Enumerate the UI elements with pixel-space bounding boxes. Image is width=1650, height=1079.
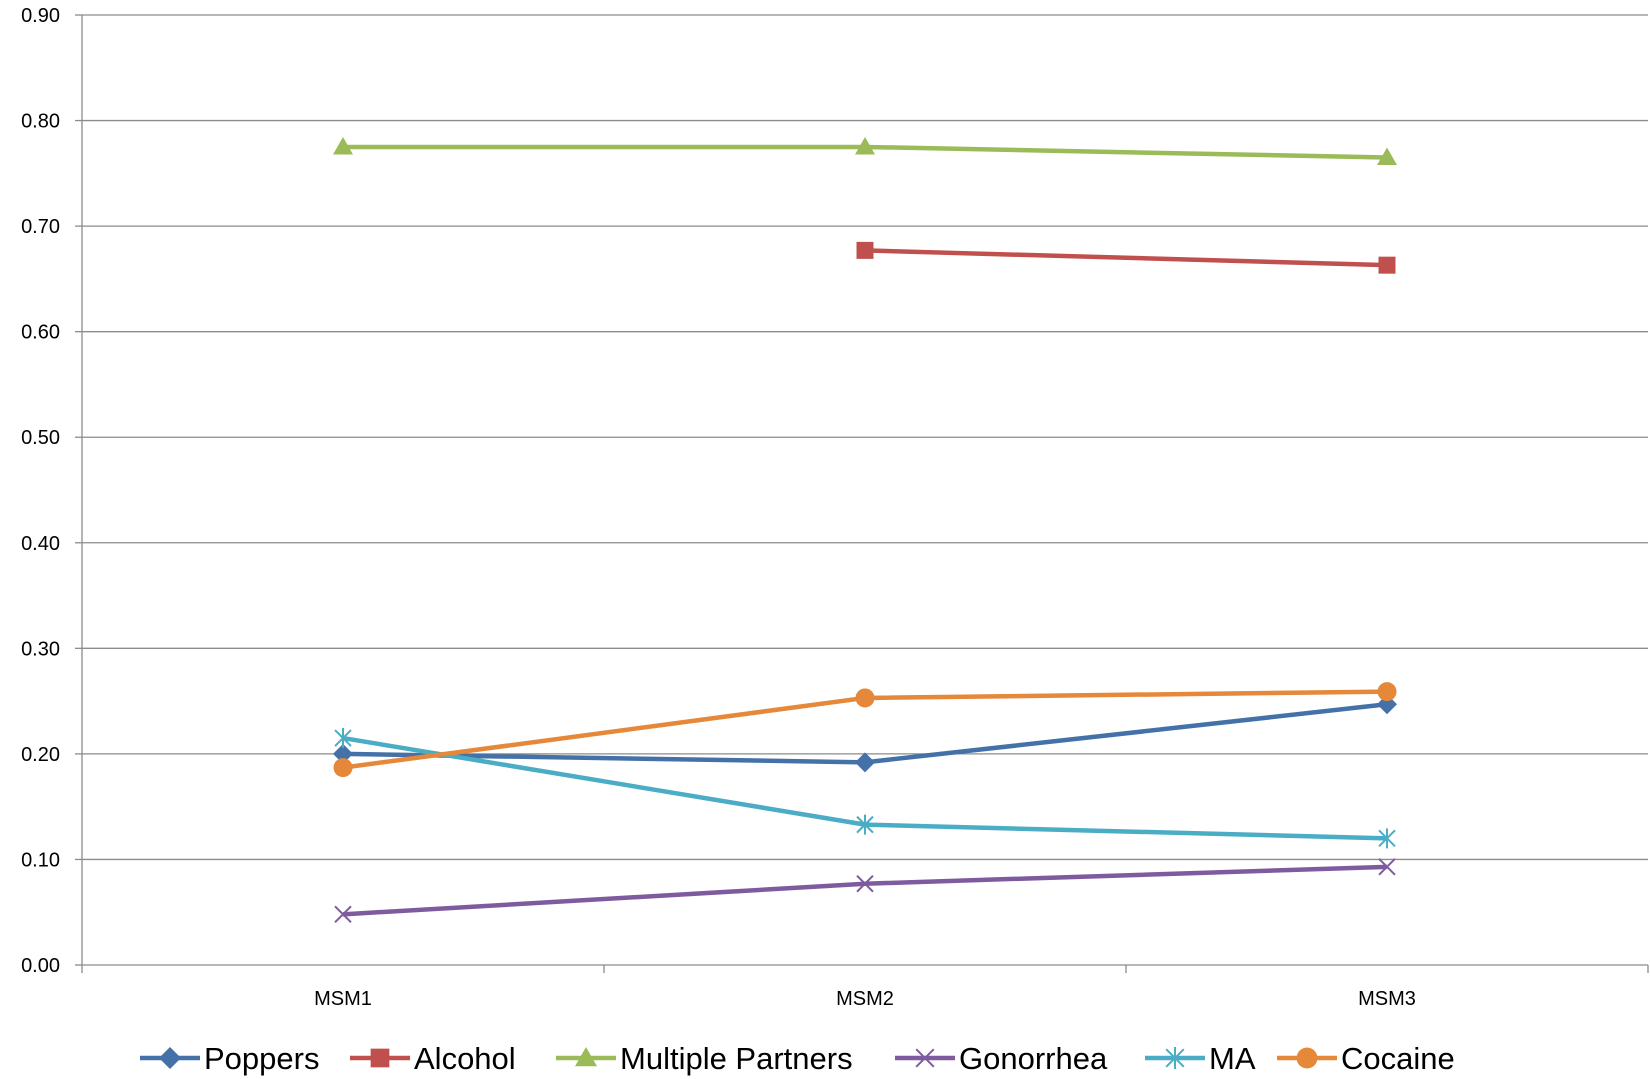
- legend-item: Multiple Partners: [556, 1041, 853, 1076]
- y-tick-label: 0.20: [21, 744, 60, 766]
- legend-item: MA: [1145, 1041, 1256, 1076]
- data-point-marker: [333, 758, 353, 778]
- legend-item: Cocaine: [1277, 1041, 1455, 1076]
- data-point-marker: [1378, 828, 1396, 849]
- legend-marker: [1296, 1047, 1318, 1069]
- y-tick-label: 0.10: [21, 849, 60, 871]
- data-point-marker: [333, 743, 353, 764]
- series-cocaine: [333, 682, 1397, 778]
- x-tick-label: MSM1: [314, 988, 372, 1010]
- legend-label: MA: [1209, 1041, 1256, 1076]
- legend-marker: [915, 1048, 935, 1068]
- legend-item: Alcohol: [350, 1041, 516, 1076]
- legend-label: Poppers: [204, 1041, 319, 1076]
- data-point-marker: [856, 814, 874, 835]
- y-tick-label: 0.50: [21, 427, 60, 449]
- data-point-marker: [1378, 858, 1396, 876]
- data-point-marker: [855, 136, 875, 155]
- x-tick-label: MSM2: [836, 988, 894, 1010]
- y-tick-label: 0.80: [21, 111, 60, 133]
- y-tick-label: 0.00: [21, 955, 60, 977]
- legend-marker: [575, 1047, 597, 1067]
- series-gonorrhea: [334, 858, 1396, 924]
- data-point-marker: [855, 688, 875, 708]
- data-point-marker: [856, 241, 874, 259]
- legend-marker: [159, 1047, 181, 1069]
- x-tick-label: MSM3: [1358, 988, 1416, 1010]
- data-point-marker: [856, 875, 874, 893]
- y-tick-label: 0.60: [21, 322, 60, 344]
- data-point-marker: [1377, 682, 1397, 702]
- axes: 0.00 0.10 0.20 0.30 0.40 0.50 0.60 0.70 0.80 0.90…: [21, 5, 1649, 1010]
- data-point-marker: [1377, 147, 1397, 165]
- legend-label: Cocaine: [1341, 1041, 1455, 1076]
- data-point-marker: [334, 905, 352, 924]
- data-point-marker: [1378, 256, 1396, 274]
- legend-marker: [370, 1048, 390, 1068]
- legend-label: Multiple Partners: [620, 1041, 853, 1076]
- y-tick-label: 0.40: [21, 533, 60, 555]
- legend-label: Gonorrhea: [959, 1041, 1108, 1076]
- legend-item: Poppers: [140, 1041, 319, 1076]
- series-line: [342, 864, 1388, 917]
- y-tick-label: 0.30: [21, 638, 60, 660]
- data-point-marker: [855, 752, 875, 773]
- data-point-marker: [334, 728, 352, 749]
- series-poppers: [333, 694, 1397, 773]
- series-multiple-partners: [333, 136, 1397, 165]
- series-lines: [333, 136, 1397, 924]
- legend-item: Gonorrhea: [895, 1041, 1108, 1076]
- series-line: [864, 248, 1388, 268]
- legend-label: Alcohol: [414, 1041, 516, 1076]
- legend-marker: [1165, 1047, 1185, 1069]
- series-ma: [334, 728, 1396, 849]
- series-alcohol: [856, 241, 1396, 274]
- data-point-marker: [333, 136, 353, 155]
- legend: Poppers Alcohol Multiple Partners Gonorrhea…: [140, 1041, 1455, 1076]
- y-tick-label: 0.90: [21, 5, 60, 27]
- y-tick-label: 0.70: [21, 216, 60, 238]
